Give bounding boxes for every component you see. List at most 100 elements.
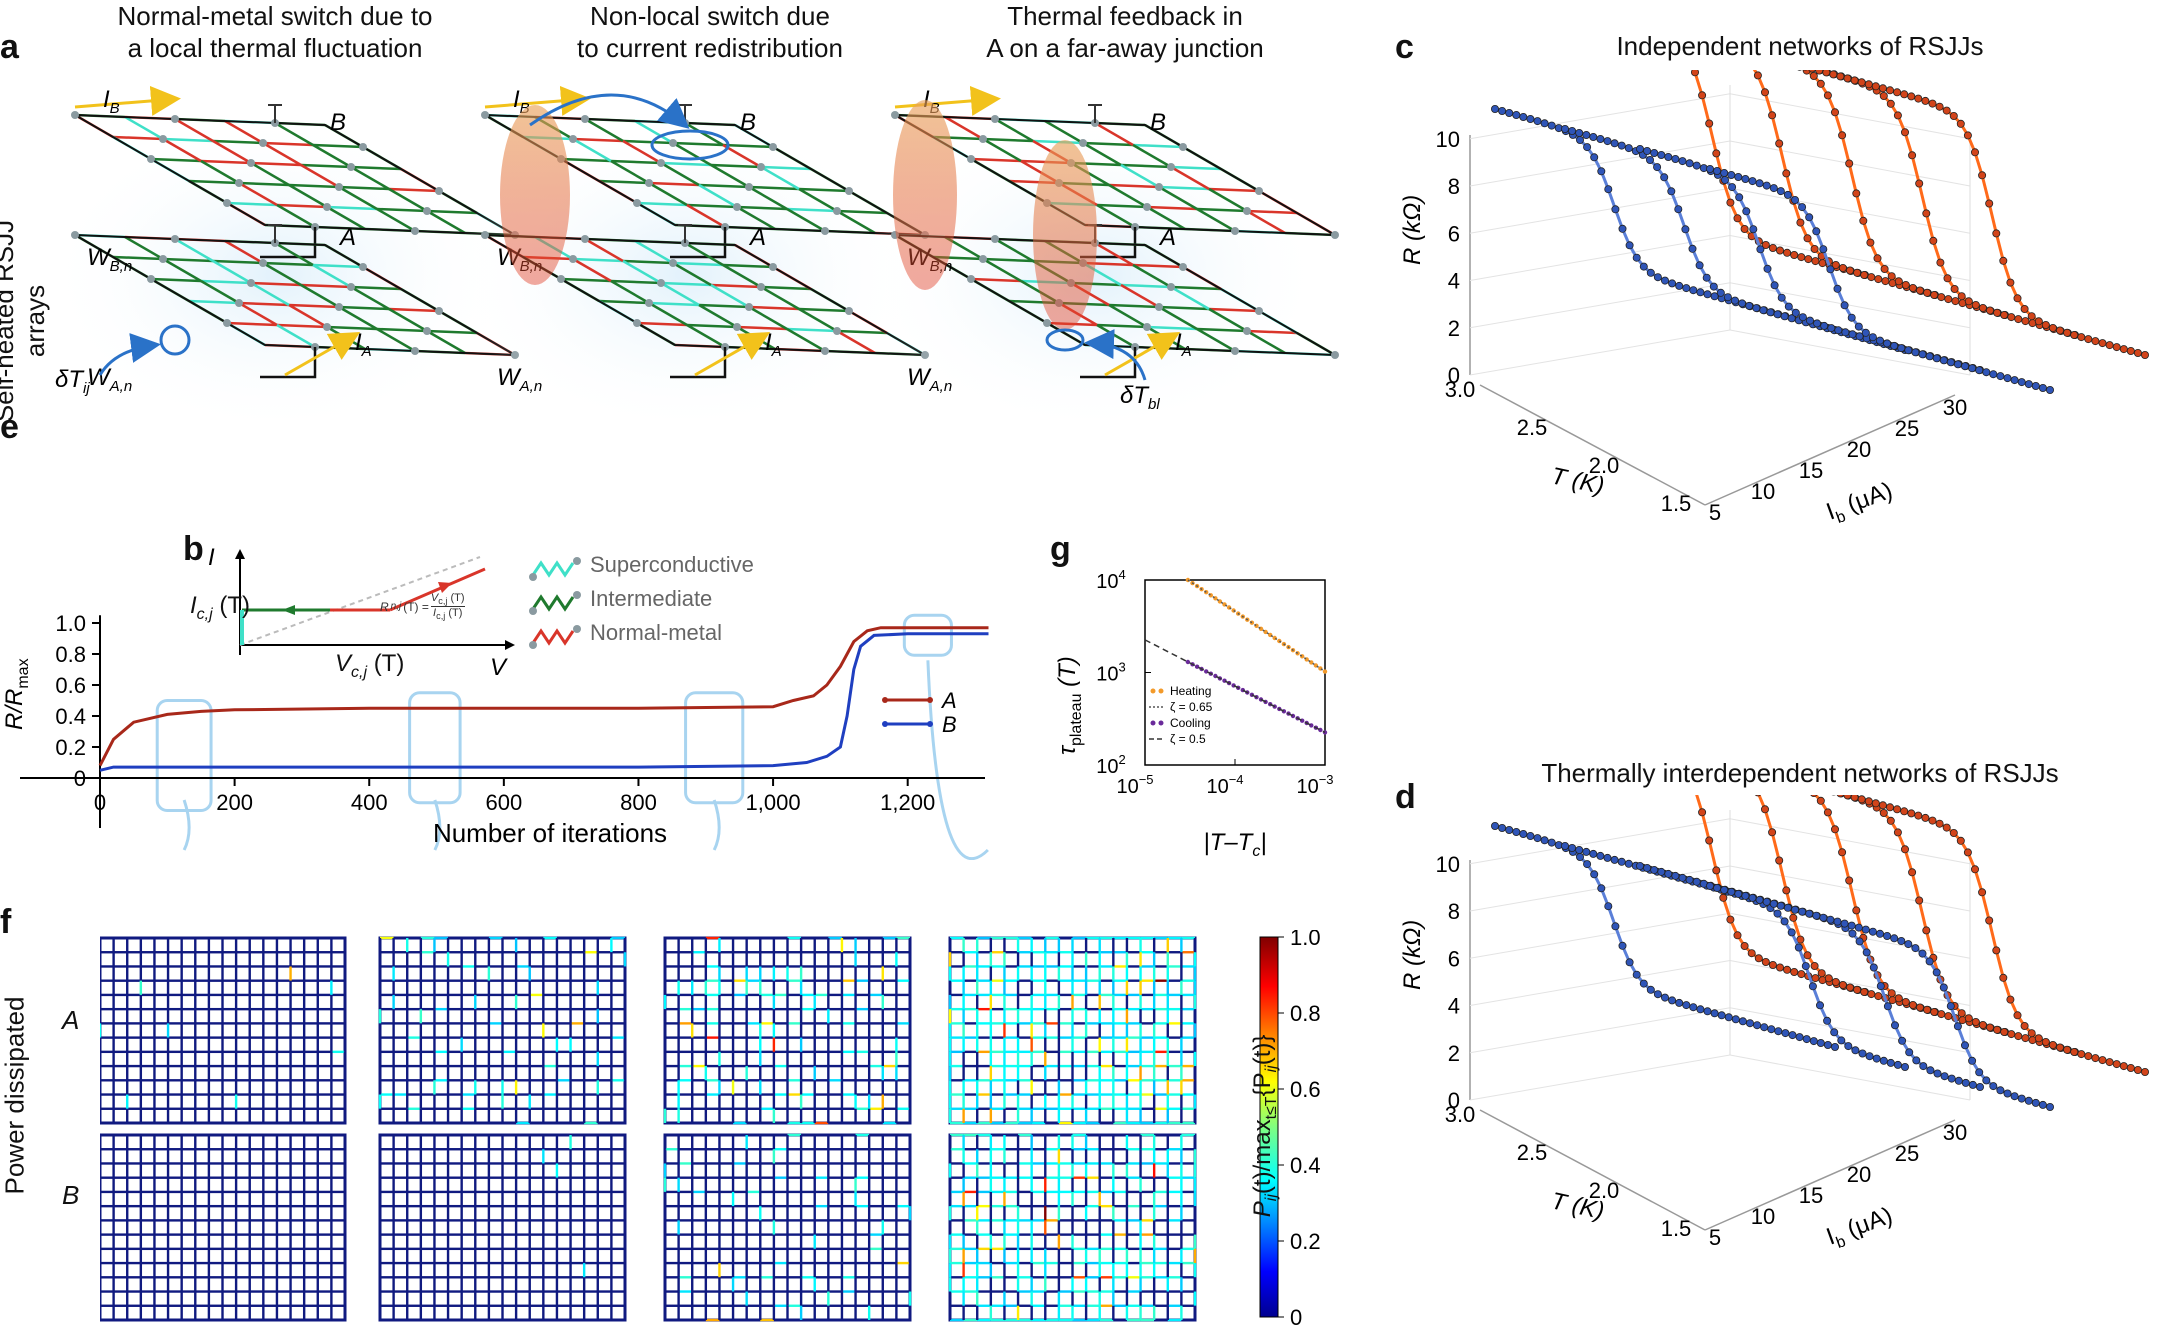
junction bbox=[1246, 329, 1286, 355]
node bbox=[569, 255, 577, 263]
panel-a-illustration: BAIBIAWB,nWA,nδTijBAIBIAWB,nWA,nBAIBIAWB… bbox=[55, 85, 1339, 435]
node bbox=[423, 327, 431, 335]
feedback-ring bbox=[1045, 328, 1085, 352]
grid-line bbox=[1469, 818, 1731, 865]
rt-point bbox=[1908, 283, 1917, 292]
rt-point bbox=[1770, 281, 1779, 290]
rt-point bbox=[1803, 234, 1812, 243]
rt-point bbox=[1893, 1060, 1902, 1069]
rt-point bbox=[1921, 813, 1930, 822]
rt-point bbox=[2056, 326, 2065, 335]
rt-point bbox=[1961, 1041, 1970, 1050]
rt-point bbox=[2077, 333, 2086, 342]
junction bbox=[1170, 165, 1210, 191]
rt-point bbox=[1731, 1015, 1740, 1024]
rt-point bbox=[1900, 845, 1909, 854]
node bbox=[323, 203, 331, 211]
rt-point bbox=[1769, 184, 1778, 193]
rt-point bbox=[1768, 243, 1777, 252]
rt-point bbox=[1547, 121, 1556, 130]
rt-point bbox=[1804, 255, 1813, 264]
rt-point bbox=[1519, 830, 1528, 839]
rt-point bbox=[1724, 1013, 1733, 1022]
node bbox=[411, 227, 419, 235]
junction bbox=[798, 307, 838, 333]
rt-point bbox=[1901, 997, 1910, 1006]
rt-point bbox=[1692, 161, 1701, 170]
rt-point bbox=[1625, 958, 1634, 967]
rt-point bbox=[1682, 1001, 1691, 1010]
rt-point bbox=[1797, 253, 1806, 262]
x-tick-label: 10−3 bbox=[1296, 772, 1333, 798]
panel-label-a: a bbox=[0, 28, 19, 66]
rt-point bbox=[2010, 1092, 2019, 1101]
rt-point bbox=[1727, 887, 1736, 896]
junction bbox=[1158, 305, 1198, 331]
rt-point bbox=[1710, 1009, 1719, 1018]
rt-point bbox=[1784, 302, 1793, 311]
rt-point bbox=[1696, 288, 1705, 297]
rt-point bbox=[1876, 982, 1885, 991]
node bbox=[1243, 327, 1251, 335]
junction bbox=[338, 185, 390, 191]
rt-point bbox=[1547, 838, 1556, 847]
iv-vc-arg: (T) bbox=[373, 650, 405, 677]
legend-label-B: B bbox=[942, 712, 957, 737]
y-axis-label-sub: max bbox=[15, 658, 32, 688]
junction bbox=[388, 307, 440, 313]
rsjj-layer-bottom bbox=[71, 224, 519, 379]
legend-node bbox=[573, 625, 581, 633]
rt-point bbox=[1720, 176, 1729, 185]
rt-point bbox=[1756, 245, 1765, 254]
panel-label-b: b bbox=[183, 530, 204, 568]
junction bbox=[610, 279, 650, 305]
rt-point bbox=[2046, 385, 2055, 394]
rt-point bbox=[1850, 76, 1859, 85]
junction bbox=[276, 203, 316, 229]
junction bbox=[1108, 183, 1148, 209]
rt-point bbox=[1930, 290, 1939, 299]
rt-point bbox=[1796, 935, 1805, 944]
rt-point bbox=[1999, 973, 2008, 982]
rt-point bbox=[1907, 92, 1916, 101]
legend-label: ζ = 0.5 bbox=[1170, 732, 1206, 746]
z-tick-label: 8 bbox=[1448, 899, 1460, 924]
rt-point bbox=[1498, 823, 1507, 832]
rt-point bbox=[2013, 294, 2022, 303]
rt-point bbox=[1611, 922, 1620, 931]
panel-a-title-1: Normal-metal switch due to a local therma… bbox=[50, 0, 500, 64]
rt-point bbox=[2020, 304, 2029, 313]
x-axis-label: Number of iterations bbox=[433, 818, 667, 848]
rt-point bbox=[1589, 849, 1598, 858]
junction bbox=[598, 299, 650, 305]
rt-point bbox=[1953, 1022, 1962, 1031]
power-map-a-1 bbox=[100, 936, 347, 1125]
panel-f-row-a: A bbox=[62, 1005, 80, 1035]
rt-point bbox=[1575, 136, 1584, 145]
rt-point bbox=[1971, 148, 1980, 157]
rt-point bbox=[1968, 1056, 1977, 1065]
grid-line bbox=[1729, 329, 1971, 376]
node bbox=[757, 283, 765, 291]
rt-point bbox=[1766, 308, 1775, 317]
rt-point bbox=[1632, 253, 1641, 262]
iv-ohmic-line bbox=[239, 556, 481, 646]
junction bbox=[736, 205, 788, 211]
node bbox=[481, 231, 489, 239]
junction bbox=[748, 185, 788, 211]
rt-point bbox=[1742, 207, 1751, 216]
junction bbox=[722, 263, 762, 289]
junction bbox=[1132, 143, 1184, 149]
rt-point bbox=[1999, 256, 2008, 265]
junction bbox=[1120, 163, 1160, 189]
junction bbox=[350, 165, 390, 191]
array-glow bbox=[55, 115, 505, 435]
rt-point bbox=[1738, 299, 1747, 308]
junction bbox=[426, 329, 466, 355]
rt-point bbox=[1597, 167, 1606, 176]
rt-point bbox=[1783, 903, 1792, 912]
rt-point bbox=[1850, 795, 1859, 802]
rt-point bbox=[2112, 1060, 2121, 1069]
panel-f-row-b: B bbox=[62, 1180, 80, 1210]
